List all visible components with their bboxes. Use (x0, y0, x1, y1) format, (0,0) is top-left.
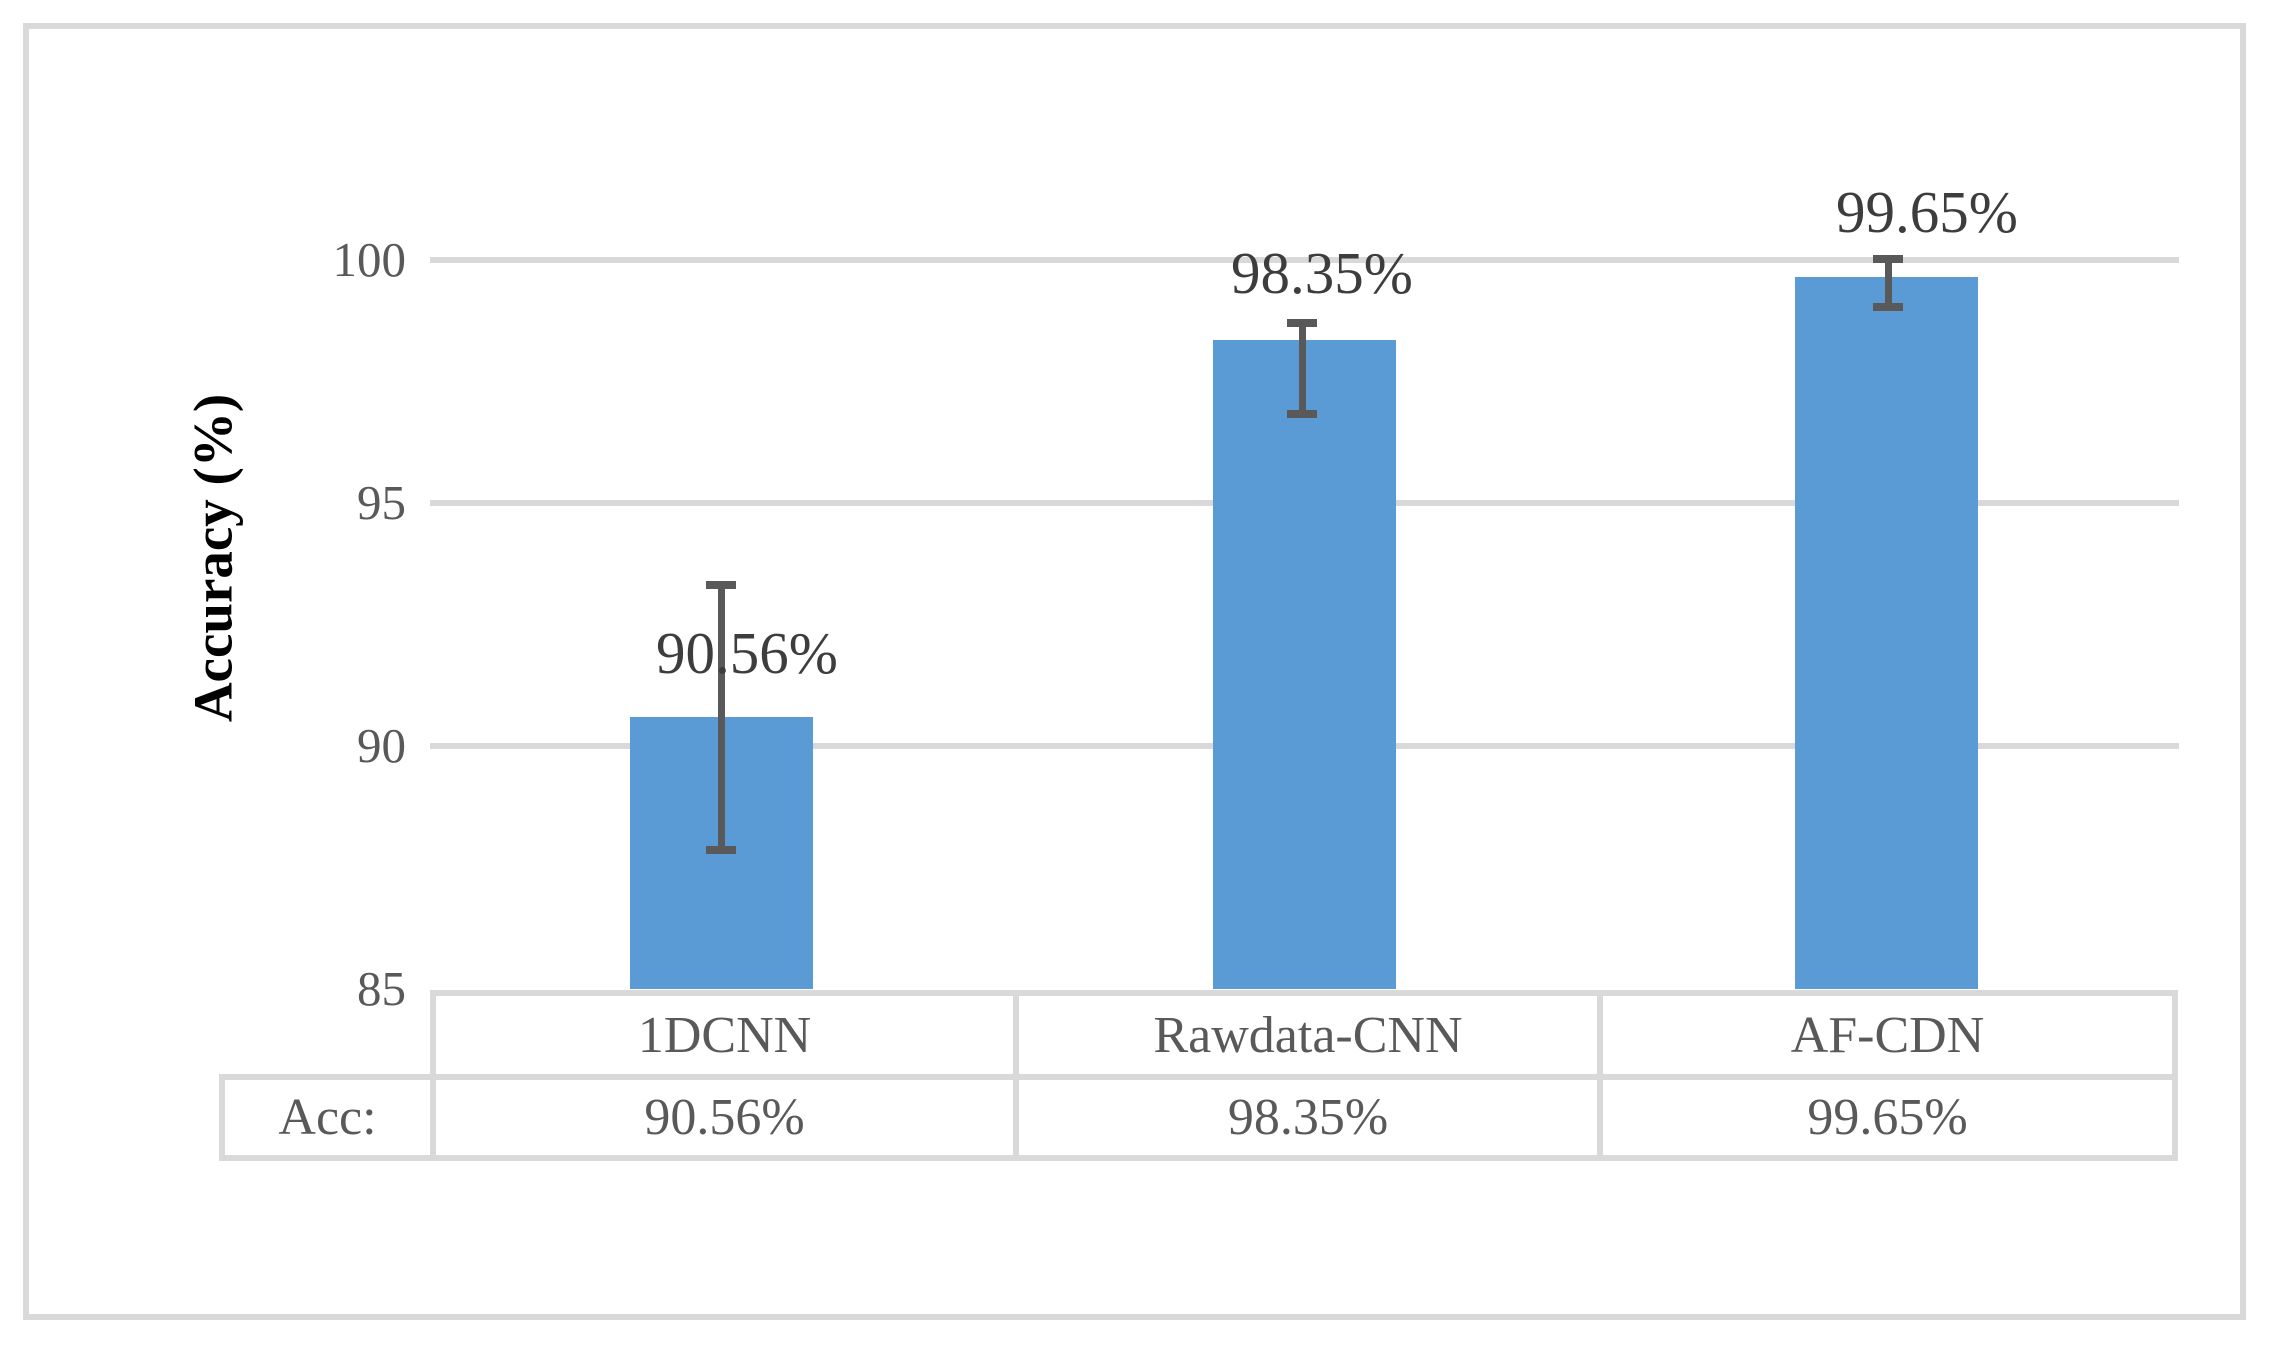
table-header-af-cdn: AF-CDN (1597, 990, 2178, 1080)
table-value-af-cdn: 99.65% (1597, 1074, 2178, 1161)
error-bar-cap-top-rawdata-cnn (1287, 319, 1317, 327)
data-label-rawdata-cnn: 98.35% (1231, 240, 1413, 306)
y-axis-title: Accuracy (%) (182, 393, 244, 723)
error-bar-line-af-cdn (1885, 259, 1892, 307)
ytick-95: 95 (357, 475, 406, 530)
error-bar-cap-top-1dcnn (706, 581, 736, 589)
data-label-1dcnn: 90.56% (656, 620, 838, 686)
ytick-100: 100 (332, 232, 407, 287)
gridline-100 (430, 257, 2179, 263)
error-bar-cap-bottom-1dcnn (706, 846, 736, 854)
error-bar-line-rawdata-cnn (1299, 323, 1306, 414)
ytick-90: 90 (357, 718, 406, 773)
data-label-af-cdn: 99.65% (1836, 179, 2018, 245)
error-bar-line-1dcnn (718, 585, 725, 850)
table-value-1dcnn: 90.56% (430, 1074, 1019, 1161)
bar-rawdata-cnn (1213, 340, 1396, 989)
error-bar-cap-bottom-rawdata-cnn (1287, 410, 1317, 418)
error-bar-cap-bottom-af-cdn (1873, 303, 1903, 311)
error-bar-cap-top-af-cdn (1873, 255, 1903, 263)
table-value-rawdata-cnn: 98.35% (1013, 1074, 1603, 1161)
bar-af-cdn (1795, 277, 1978, 989)
table-header-1dcnn: 1DCNN (430, 990, 1019, 1080)
table-row-label-acc: Acc: (219, 1074, 436, 1161)
ytick-85: 85 (357, 961, 406, 1016)
table-header-rawdata-cnn: Rawdata-CNN (1013, 990, 1603, 1080)
figure-border (23, 23, 2246, 1320)
